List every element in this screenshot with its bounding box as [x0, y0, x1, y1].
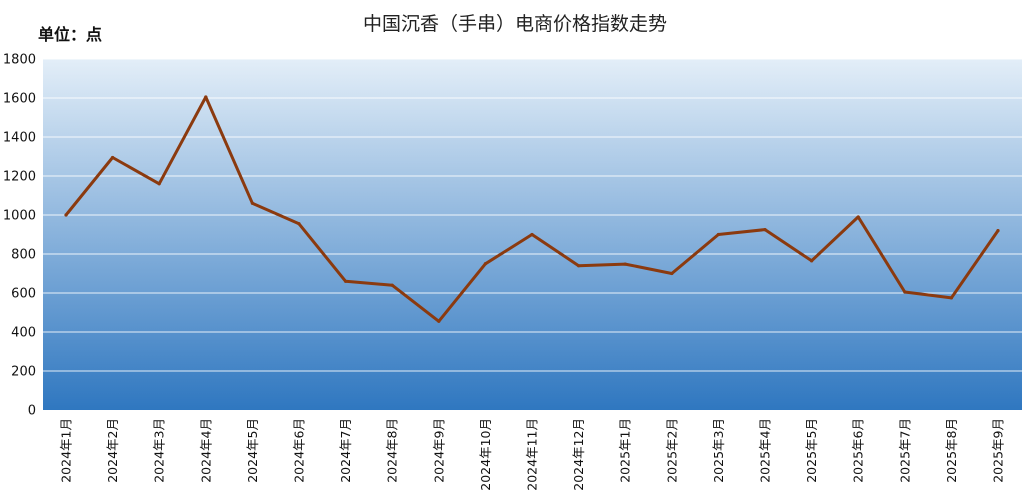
y-tick-label: 200	[11, 365, 36, 380]
data-point	[344, 279, 348, 283]
x-tick-label: 2024年4月	[198, 418, 213, 483]
y-tick-label: 0	[28, 404, 36, 419]
data-point	[437, 319, 441, 323]
y-tick-label: 400	[11, 326, 36, 341]
x-tick-label: 2024年10月	[478, 418, 493, 491]
y-tick-label: 1600	[3, 92, 36, 107]
y-tick-label: 1000	[3, 209, 36, 224]
data-point	[111, 155, 115, 160]
unit-label: 单位：点	[38, 25, 102, 44]
data-point	[297, 222, 301, 226]
x-tick-label: 2024年5月	[245, 418, 260, 483]
x-tick-label: 2024年12月	[571, 418, 586, 491]
x-tick-label: 2024年11月	[525, 418, 540, 491]
data-point	[716, 232, 721, 237]
series-layer	[64, 95, 1000, 323]
y-tick-label: 800	[11, 248, 36, 263]
chart-title: 中国沉香（手串）电商价格指数走势	[363, 13, 667, 35]
x-tick-label: 2025年6月	[851, 418, 866, 483]
x-tick-label: 2025年1月	[618, 418, 633, 483]
x-tick-label: 2025年8月	[944, 418, 959, 483]
data-point	[483, 262, 487, 266]
y-tick-label: 600	[11, 287, 36, 302]
data-point	[810, 259, 814, 263]
x-tick-label: 2025年7月	[897, 418, 912, 483]
x-tick-label: 2024年3月	[152, 418, 167, 483]
x-tick-label: 2025年3月	[711, 418, 726, 483]
y-tick-label: 1200	[3, 170, 36, 185]
data-point	[670, 271, 674, 276]
x-tick-label: 2024年6月	[292, 418, 307, 483]
data-point	[949, 296, 954, 300]
x-tick-label: 2025年4月	[758, 418, 773, 483]
y-axis: 0 200 400 600 800 1000 1200 1400 1600 1800	[3, 53, 36, 419]
data-point	[577, 264, 581, 268]
x-tick-label: 2024年7月	[338, 418, 353, 483]
data-point	[996, 229, 1000, 233]
x-axis: 2024年1月 2024年2月 2024年3月 2024年4月 2024年5月 2024年…	[59, 418, 1006, 491]
y-tick-label: 1800	[3, 53, 36, 68]
data-point	[530, 232, 534, 237]
data-point	[763, 228, 767, 232]
data-point	[623, 262, 627, 266]
y-tick-label: 1400	[3, 131, 36, 146]
data-point	[250, 201, 254, 205]
x-tick-label: 2024年9月	[431, 418, 446, 483]
x-tick-label: 2025年2月	[664, 418, 679, 483]
data-point	[903, 290, 907, 294]
data-point	[157, 182, 161, 186]
data-point	[204, 95, 208, 99]
data-point	[64, 213, 68, 217]
data-point	[856, 215, 860, 219]
data-point	[390, 283, 394, 287]
x-tick-label: 2025年9月	[991, 418, 1006, 483]
x-tick-label: 2024年2月	[105, 418, 120, 483]
x-tick-label: 2024年1月	[59, 418, 74, 483]
x-tick-label: 2024年8月	[385, 418, 400, 483]
x-tick-label: 2025年5月	[804, 418, 819, 483]
